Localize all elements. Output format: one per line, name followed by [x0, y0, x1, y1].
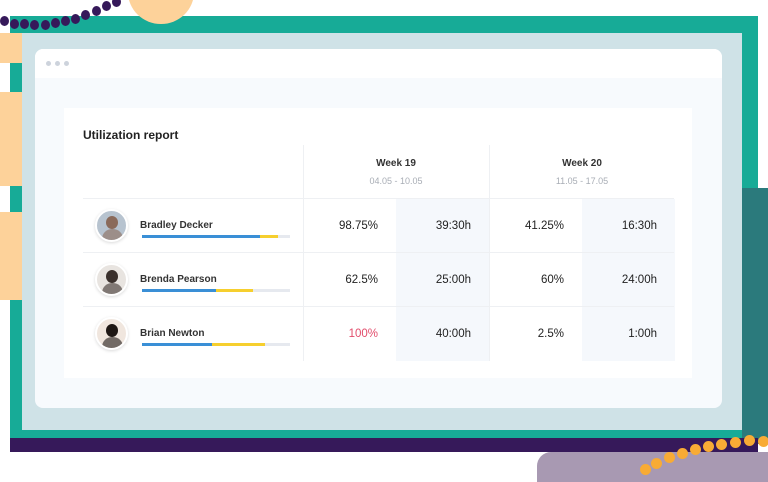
week20-hours: 1:00h: [628, 328, 657, 340]
utilization-bar: [142, 235, 290, 238]
bar-nonbillable: [260, 235, 279, 238]
divider: [83, 252, 674, 253]
bar-billable: [142, 289, 216, 292]
week-label: Week 19: [376, 158, 416, 169]
decor-shape: [742, 188, 768, 444]
person-name: Brian Newton: [140, 328, 205, 339]
week-label: Week 20: [562, 158, 602, 169]
week19-percent: 62.5%: [345, 274, 378, 286]
week19-percent: 98.75%: [338, 220, 378, 232]
person-name: Bradley Decker: [140, 220, 213, 231]
window-dot-icon: [64, 61, 69, 66]
utilization-bar: [142, 289, 290, 292]
decor-dot: [664, 452, 675, 463]
divider: [489, 145, 490, 361]
column-shade: [396, 199, 489, 361]
decor-dot: [0, 16, 9, 26]
decor-dot: [703, 441, 714, 452]
decor-dot: [30, 20, 39, 30]
decor-dot: [102, 1, 111, 11]
decor-dot: [41, 20, 50, 30]
decor-dot: [716, 439, 727, 450]
person-cell: Brenda Pearson: [95, 263, 217, 296]
week19-hours: 25:00h: [435, 274, 471, 286]
decor-dot: [61, 16, 70, 26]
divider: [83, 306, 674, 307]
person-cell: Brian Newton: [95, 317, 204, 350]
decor-dot: [640, 464, 651, 475]
utilization-report-card: Utilization report Week 19 04.05 - 10.05…: [64, 108, 692, 378]
bar-nonbillable: [211, 343, 265, 346]
decor-dot: [758, 436, 768, 447]
avatar: [95, 263, 128, 296]
decor-block: [0, 33, 22, 63]
week20-percent: 2.5%: [537, 328, 564, 340]
divider: [303, 145, 304, 361]
week20-percent: 41.25%: [524, 220, 564, 232]
decor-dot: [92, 6, 101, 16]
decor-dot: [677, 448, 688, 459]
decor-block: [0, 212, 22, 300]
avatar: [95, 209, 128, 242]
decor-dot: [71, 14, 80, 24]
decor-dot: [651, 458, 662, 469]
week19-percent: 100%: [348, 328, 378, 340]
week19-hours: 39:30h: [435, 220, 471, 232]
decor-dot: [51, 18, 60, 28]
decor-dot: [20, 19, 29, 29]
utilization-bar: [142, 343, 290, 346]
week-dates: 11.05 - 17.05: [555, 176, 609, 186]
divider: [83, 198, 674, 199]
week20-hours: 16:30h: [621, 220, 657, 232]
bar-billable: [142, 235, 261, 238]
decor-block: [0, 92, 22, 186]
bar-nonbillable: [216, 289, 253, 292]
person-cell: Bradley Decker: [95, 209, 213, 242]
person-name: Brenda Pearson: [140, 274, 217, 285]
window-titlebar: [35, 49, 722, 78]
bar-billable: [142, 343, 212, 346]
window-dot-icon: [55, 61, 60, 66]
column-shade: [582, 199, 675, 361]
week19-hours: 40:00h: [435, 328, 471, 340]
decor-dot: [81, 10, 90, 20]
avatar: [95, 317, 128, 350]
decor-dot: [10, 19, 19, 29]
window-dot-icon: [46, 61, 51, 66]
week-header: Week 19 04.05 - 10.05: [303, 158, 489, 186]
decor-dot: [744, 435, 755, 446]
decor-band: [10, 438, 758, 452]
week20-percent: 60%: [540, 274, 564, 286]
decor-dot: [690, 444, 701, 455]
week20-hours: 24:00h: [621, 274, 657, 286]
decor-dot: [730, 437, 741, 448]
page-title: Utilization report: [83, 128, 179, 142]
week-header: Week 20 11.05 - 17.05: [489, 158, 675, 186]
decor-dot: [112, 0, 121, 7]
week-dates: 04.05 - 10.05: [369, 176, 423, 186]
app-window: Utilization report Week 19 04.05 - 10.05…: [35, 49, 722, 408]
